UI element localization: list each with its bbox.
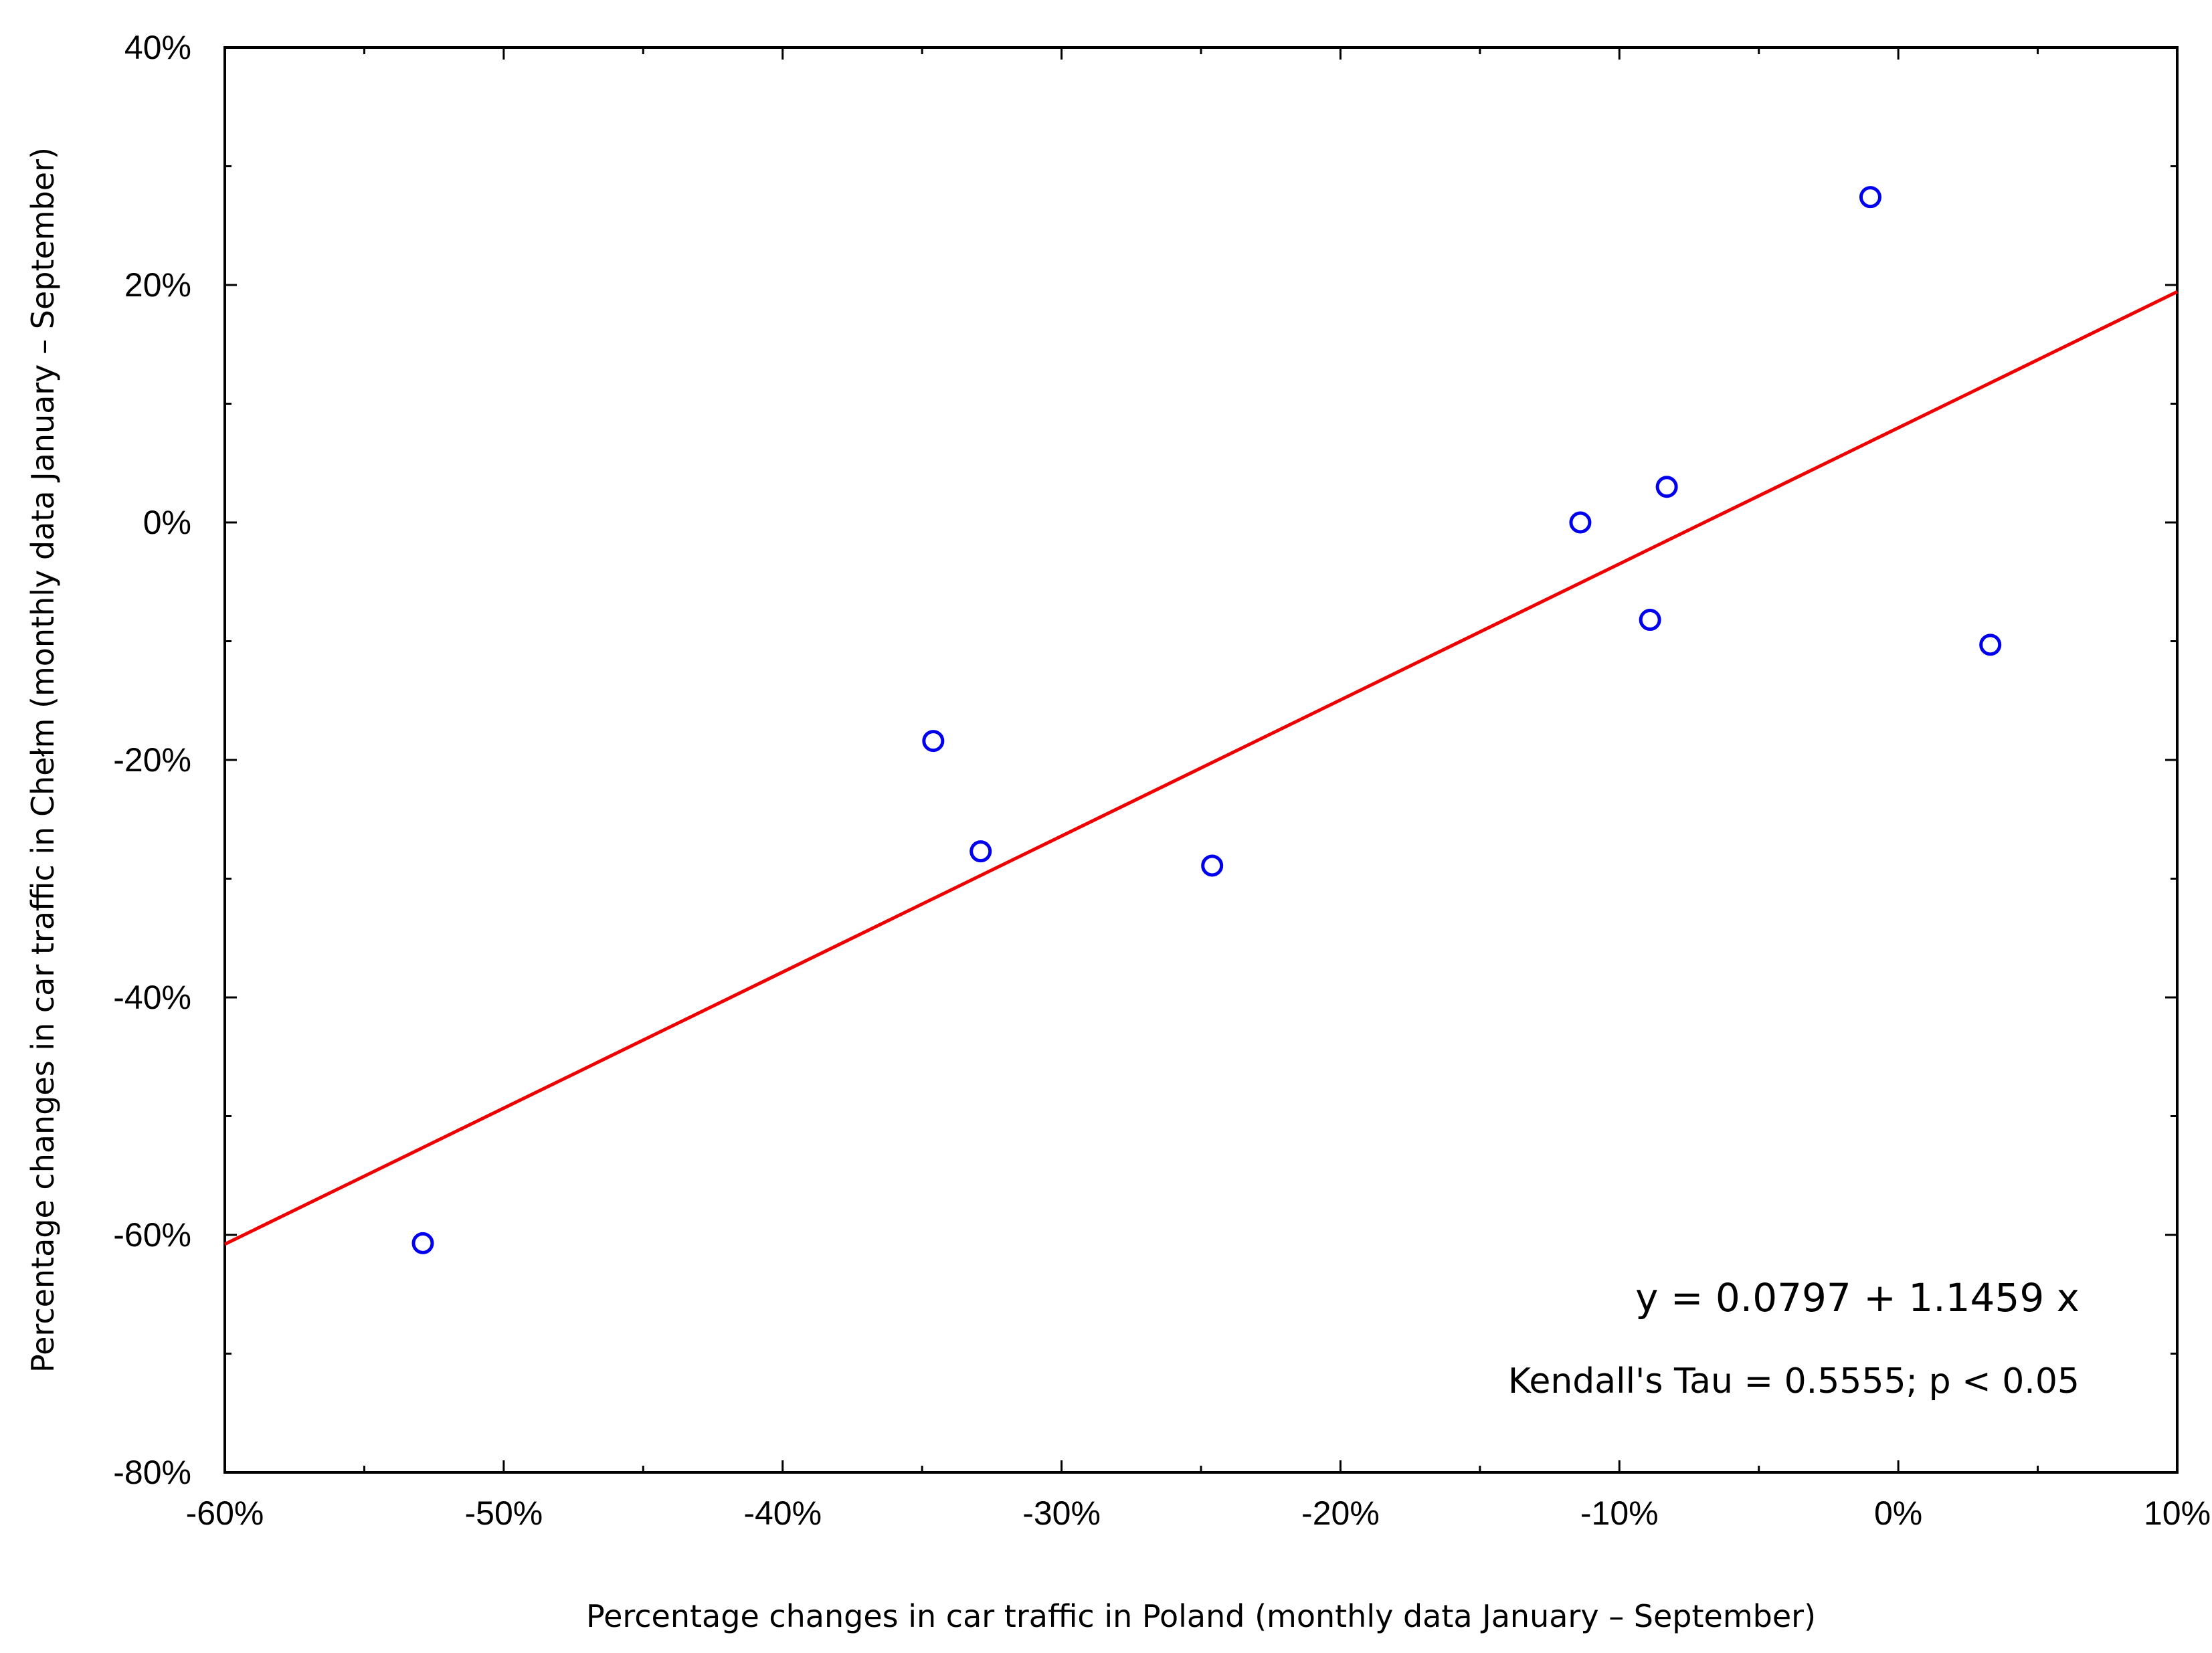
data-point xyxy=(1639,609,1661,631)
regression-line-group xyxy=(223,290,2179,1246)
plot-frame xyxy=(223,46,2179,1474)
data-point xyxy=(922,730,945,753)
data-point xyxy=(1979,634,2002,656)
x-tick-label: 0% xyxy=(1874,1494,1922,1532)
data-point xyxy=(1655,476,1678,498)
regression-equation: y = 0.0797 + 1.1459 x xyxy=(1635,1275,2080,1321)
y-tick-label: -40% xyxy=(113,979,191,1016)
y-tick-label: 20% xyxy=(124,266,191,304)
data-points xyxy=(411,186,2002,1254)
regression-line xyxy=(223,290,2179,1246)
x-axis-title: Percentage changes in car traffic in Pol… xyxy=(586,1598,1816,1634)
y-tick-label: 40% xyxy=(124,29,191,66)
y-tick-label: 0% xyxy=(143,504,191,541)
x-tick-label: 10% xyxy=(2144,1494,2211,1532)
y-tick-label: -80% xyxy=(113,1454,191,1491)
y-tick-label: -60% xyxy=(113,1216,191,1254)
axis-tick-labels: -60% -50% -40% -30% -20% -10% 0% 10%-80%-60%-40… xyxy=(113,29,2211,1532)
data-point xyxy=(1569,511,1592,534)
kendall-tau-statistic: Kendall's Tau = 0.5555; p < 0.05 xyxy=(1508,1361,2080,1401)
x-tick-label: -60% xyxy=(186,1494,264,1532)
axis-ticks xyxy=(223,46,2179,1474)
data-point xyxy=(970,840,992,863)
data-point xyxy=(411,1232,434,1254)
data-point xyxy=(1859,186,1881,209)
x-tick-label: -20% xyxy=(1301,1494,1380,1532)
data-point xyxy=(1201,854,1224,877)
x-tick-label: -10% xyxy=(1580,1494,1659,1532)
x-tick-label: -50% xyxy=(464,1494,543,1532)
x-tick-label: -40% xyxy=(743,1494,822,1532)
y-axis-title: Percentage changes in car traffic in Che… xyxy=(25,147,61,1373)
y-tick-label: -20% xyxy=(113,741,191,779)
x-tick-label: -30% xyxy=(1022,1494,1101,1532)
